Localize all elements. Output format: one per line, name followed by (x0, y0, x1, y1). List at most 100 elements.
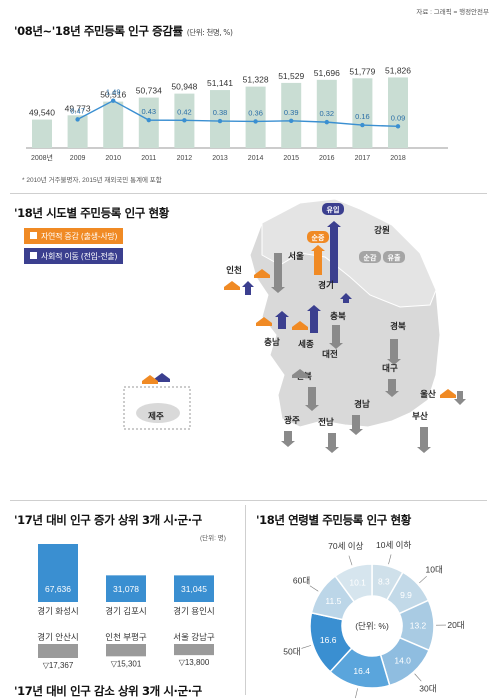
growth-rate-label: 0.09 (391, 113, 406, 122)
decrease-category-label: 인천 부평구 (105, 632, 147, 642)
age-donut-value-label: 9.9 (400, 590, 412, 600)
map-title: '18년 시도별 주민등록 인구 현황 (14, 206, 169, 220)
population-value-label: 51,826 (385, 65, 411, 75)
sejong-social-arrow (307, 305, 321, 333)
age-donut-value-label: 13.2 (410, 620, 427, 630)
seoul-social-arrow (271, 253, 285, 293)
label-gangwon: 강원 (374, 225, 390, 235)
population-bar (138, 97, 159, 148)
legend-social-label: 사회적 이동 (전입-전출) (41, 252, 118, 261)
tag-inflow: 유입 (327, 205, 340, 214)
growth-rate-point (217, 118, 223, 124)
label-gyeongbuk: 경북 (390, 321, 406, 331)
decrease-value-label: ▽17,367 (43, 661, 74, 670)
population-value-label: 51,328 (243, 75, 269, 85)
vertical-divider (245, 505, 246, 695)
gyeonggi-natural-arrow (311, 245, 325, 275)
increase-value-label: 67,636 (45, 584, 71, 594)
increase-bar (174, 575, 214, 602)
year-tick-label: 2011 (141, 155, 156, 162)
legend-natural-swatch (30, 232, 37, 239)
population-bar (103, 101, 124, 148)
label-incheon: 인천 (226, 265, 242, 275)
ulsan-natural-marker (440, 389, 456, 395)
increase-bar (106, 575, 146, 602)
gyeonggi-social-arrow (327, 221, 341, 283)
incheon-social-arrow (242, 281, 254, 295)
label-chungnam: 충남 (264, 337, 280, 347)
age-donut-value-label: 11.5 (325, 596, 341, 606)
age-donut-leader (355, 688, 358, 699)
growth-rate-point (111, 98, 116, 103)
age-donut-leader (301, 645, 312, 649)
age-donut-slice (334, 563, 373, 603)
chungnam-social-arrow (275, 311, 289, 329)
year-tick-label: 2012 (177, 155, 193, 162)
jeonnam-social-arrow (325, 433, 339, 453)
age-donut-leader (348, 555, 353, 566)
chungbuk-social-arrow (340, 293, 352, 303)
increase-value-label: 31,045 (181, 584, 207, 594)
tag-outflow-bg (383, 251, 405, 263)
busan-social-arrow (417, 427, 431, 453)
population-bar (32, 119, 52, 148)
source-text: 자료 : 그래픽 = 행정안전부 (416, 9, 489, 16)
decrease-category-label: 경기 안산시 (37, 632, 78, 642)
top-chart-unit: (단위: 천명, %) (186, 28, 233, 37)
jeju-natural-marker (142, 375, 158, 381)
population-bar (316, 79, 337, 148)
label-daegu: 대구 (382, 363, 398, 373)
label-jeju: 제주 (148, 411, 164, 421)
legend-natural: 자연적 증감 (출생-사망) (24, 228, 124, 244)
growth-rate-point (289, 118, 294, 124)
increase-category-label: 경기 김포시 (105, 606, 146, 616)
seoul-natural-marker (254, 269, 270, 275)
year-tick-label: 2013 (212, 155, 228, 162)
population-bar (245, 86, 266, 148)
legend-natural-label: 자연적 증감 (출생-사망) (41, 232, 118, 241)
population-value-label: 49,540 (29, 108, 55, 118)
growth-rate-label: 0.36 (248, 108, 263, 117)
jeju-social-marker (154, 373, 170, 379)
label-ulsan: 울산 (420, 389, 436, 399)
age-donut-category-label: 50대 (283, 646, 300, 656)
daejeon-social-arrow (329, 325, 343, 349)
decrease-category-label: 서울 강남구 (173, 632, 215, 642)
age-donut-category-label: 10대 (425, 564, 442, 574)
year-tick-label: 2015 (283, 155, 299, 162)
jeonbuk-natural-marker-base (292, 375, 308, 378)
age-donut-center-label: (단위: %) (355, 621, 389, 631)
top-chart-footnote: * 2010년 거주불명자, 2015년 재외국민 통계에 포함 (22, 177, 162, 184)
label-chungbuk: 충북 (330, 311, 346, 321)
growth-rate-label: 0.42 (177, 107, 192, 116)
decrease-bar (106, 644, 146, 657)
age-donut-category-label: 30대 (419, 684, 436, 694)
year-tick-label: 2016 (319, 155, 335, 162)
incheon-natural-marker-base (224, 287, 240, 290)
tag-net-increase: 순증 (312, 233, 325, 242)
growth-rate-line (77, 99, 399, 128)
chungnam-natural-marker-base (256, 323, 272, 326)
tag-outflow: 유출 (388, 253, 401, 262)
growth-rate-label: 0.38 (213, 108, 228, 117)
population-value-label: 50,734 (136, 86, 162, 96)
age-donut-value-label: 16.6 (320, 635, 337, 645)
top-chart-title-text: '08년~'18년 주민등록 인구 증감률 (14, 24, 183, 38)
growth-rate-point (324, 119, 329, 125)
tag-net-decrease-bg (359, 251, 381, 263)
year-tick-label: 2017 (355, 155, 371, 162)
growth-rate-point (75, 117, 80, 122)
jeonbuk-social-arrow (305, 387, 319, 411)
gyeongnam-social-arrow (349, 415, 363, 435)
population-bar (388, 77, 408, 148)
increase-category-label: 경기 화성시 (37, 606, 78, 616)
age-donut-leader (309, 585, 319, 592)
population-bar (281, 82, 302, 148)
year-tick-label: 2010 (105, 155, 121, 162)
korea-map: 유입순증서울경기인천강원순감유출충북충남세종대전경북전북대구울산경남광주전남부산… (123, 198, 466, 453)
decrease-value-label: ▽13,800 (179, 658, 210, 667)
population-value-label: 51,141 (207, 78, 233, 88)
jeju-inset-frame (123, 386, 191, 430)
growth-rate-point (182, 118, 187, 123)
